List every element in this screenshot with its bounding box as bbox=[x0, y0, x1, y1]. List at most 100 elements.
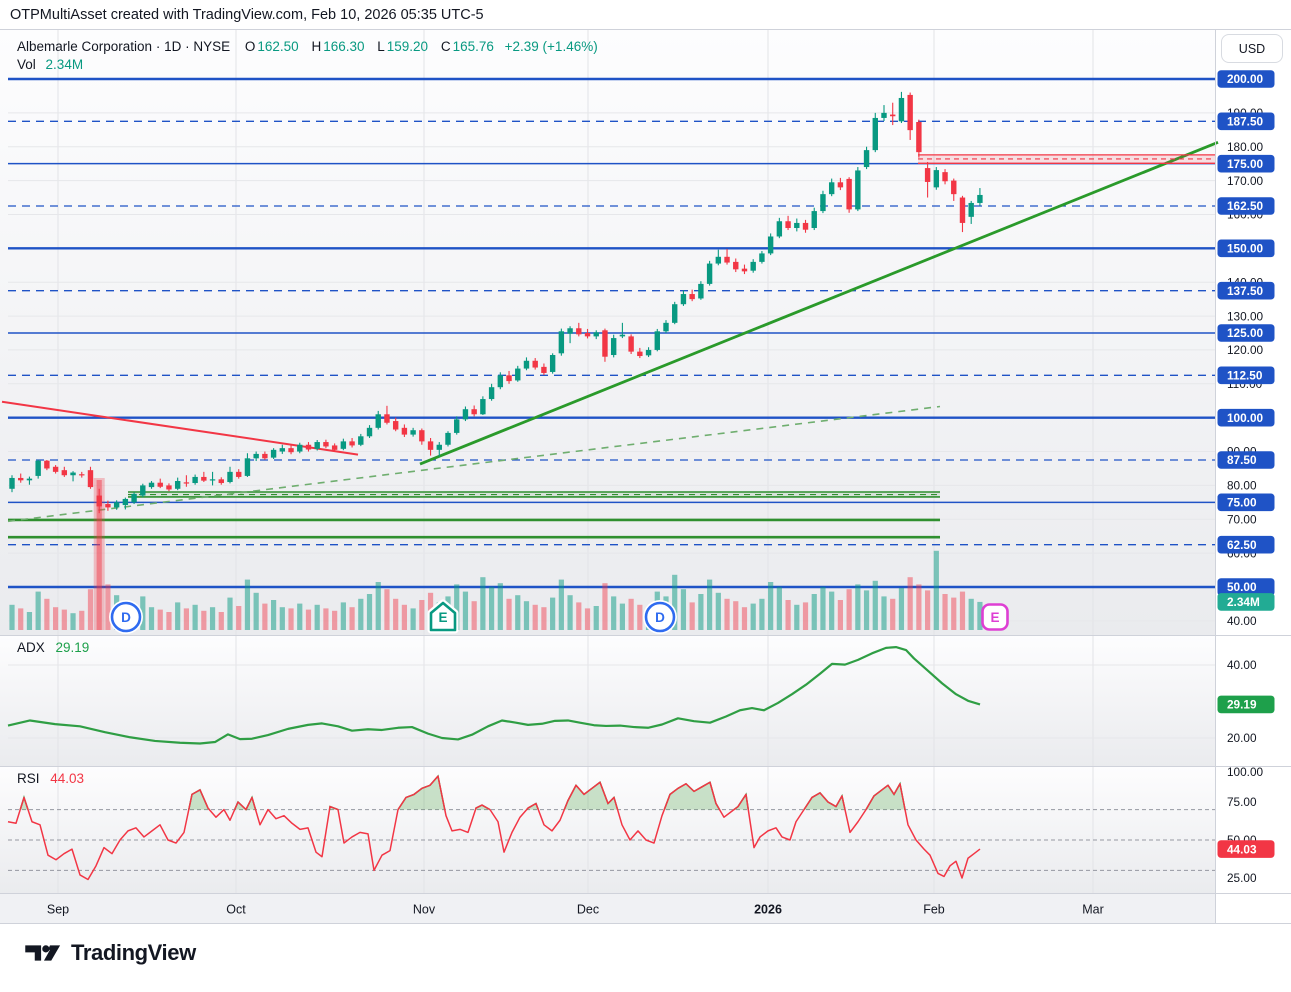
green-support-lines[interactable] bbox=[8, 491, 940, 539]
trendline[interactable] bbox=[419, 141, 1219, 466]
dividend-marker[interactable]: D bbox=[109, 600, 143, 634]
svg-text:2.34M: 2.34M bbox=[1227, 595, 1260, 609]
svg-text:25.00: 25.00 bbox=[1227, 871, 1257, 885]
change-value: +2.39 (+1.46%) bbox=[504, 39, 598, 54]
svg-text:112.50: 112.50 bbox=[1227, 369, 1263, 383]
svg-text:2026: 2026 bbox=[754, 903, 782, 917]
pane-separators[interactable] bbox=[0, 29, 1291, 925]
svg-text:150.00: 150.00 bbox=[1227, 242, 1264, 256]
svg-text:130.00: 130.00 bbox=[1227, 309, 1264, 323]
supply-zone[interactable] bbox=[918, 154, 1215, 164]
svg-text:200.00: 200.00 bbox=[1227, 72, 1264, 86]
axis-price-badge: 50.00 bbox=[1217, 578, 1275, 596]
tradingview-logo[interactable]: TradingView bbox=[24, 940, 196, 966]
time-axis[interactable]: Sep Oct Nov Dec 2026 Feb Mar bbox=[47, 903, 1104, 917]
svg-text:29.19: 29.19 bbox=[1227, 698, 1257, 712]
svg-text:D: D bbox=[121, 610, 131, 625]
time-axis-strip[interactable] bbox=[0, 894, 1291, 924]
axis-price-badge: 187.50 bbox=[1217, 112, 1275, 131]
svg-text:70.00: 70.00 bbox=[1227, 512, 1257, 526]
svg-text:187.50: 187.50 bbox=[1227, 115, 1264, 129]
time-axis-label: Feb bbox=[923, 903, 945, 917]
axis-price-badge: 62.50 bbox=[1217, 535, 1275, 554]
adx-legend[interactable]: ADX 29.19 bbox=[17, 640, 89, 655]
tradingview-logo-icon bbox=[25, 945, 61, 961]
svg-text:Mar: Mar bbox=[1082, 903, 1104, 917]
ohlc-close-value: 165.76 bbox=[452, 39, 494, 54]
axis-price-badge: 200.00 bbox=[1217, 70, 1275, 88]
svg-text:40.00: 40.00 bbox=[1227, 614, 1257, 628]
chart-pane[interactable] bbox=[0, 636, 1215, 767]
svg-text:100.00: 100.00 bbox=[1227, 411, 1264, 425]
earnings-marker[interactable]: E bbox=[427, 599, 459, 634]
earnings-upcoming-marker[interactable]: E bbox=[981, 603, 1009, 631]
ohlc-high-label: H bbox=[311, 39, 322, 54]
svg-text:Dec: Dec bbox=[577, 903, 599, 917]
svg-text:D: D bbox=[655, 610, 665, 625]
axis-price-badge: 2.34M bbox=[1217, 593, 1275, 611]
svg-text:75.00: 75.00 bbox=[1227, 795, 1257, 809]
time-axis-label: Oct bbox=[226, 903, 246, 917]
price-axis-label: 70.00 bbox=[1227, 512, 1257, 526]
svg-text:125.00: 125.00 bbox=[1227, 326, 1264, 340]
svg-text:80.00: 80.00 bbox=[1227, 479, 1257, 493]
chart-pane[interactable] bbox=[0, 767, 1215, 894]
price-axis-label: 180.00 bbox=[1227, 140, 1264, 154]
svg-text:62.50: 62.50 bbox=[1227, 538, 1257, 552]
volume-value: 2.34M bbox=[45, 57, 84, 72]
adx-value: 29.19 bbox=[55, 640, 90, 655]
svg-text:Feb: Feb bbox=[923, 903, 945, 917]
svg-text:180.00: 180.00 bbox=[1227, 140, 1264, 154]
time-axis-label: Sep bbox=[47, 903, 69, 917]
time-axis-label: 2026 bbox=[754, 903, 782, 917]
ohlc-open-value: 162.50 bbox=[257, 39, 299, 54]
ohlc-open-label: O bbox=[244, 39, 256, 54]
time-axis-label: Mar bbox=[1082, 903, 1104, 917]
svg-text:175.00: 175.00 bbox=[1227, 157, 1264, 171]
price-axis[interactable]: 190.00180.00170.00160.00140.00130.00120.… bbox=[1217, 70, 1275, 885]
axis-price-badge: 175.00 bbox=[1217, 154, 1275, 173]
time-axis-label: Nov bbox=[413, 903, 436, 917]
svg-text:44.03: 44.03 bbox=[1227, 842, 1257, 856]
rsi-label: RSI bbox=[17, 771, 40, 786]
svg-text:50.00: 50.00 bbox=[1227, 580, 1257, 594]
svg-text:E: E bbox=[990, 610, 999, 625]
axis-price-badge: 75.00 bbox=[1217, 493, 1275, 512]
tradingview-logo-text: TradingView bbox=[71, 940, 196, 965]
dividend-marker[interactable]: D bbox=[643, 600, 677, 634]
svg-text:120.00: 120.00 bbox=[1227, 343, 1264, 357]
svg-text:162.50: 162.50 bbox=[1227, 199, 1264, 213]
volume-series bbox=[9, 478, 983, 630]
axis-price-badge: 137.50 bbox=[1217, 281, 1275, 300]
price-axis-label: 80.00 bbox=[1227, 479, 1257, 493]
svg-text:87.50: 87.50 bbox=[1227, 453, 1257, 467]
ohlc-close-label: C bbox=[440, 39, 451, 54]
volume-label: Vol bbox=[17, 57, 36, 72]
axis-price-badge: 125.00 bbox=[1217, 324, 1275, 342]
svg-text:Nov: Nov bbox=[413, 903, 436, 917]
axis-price-badge: 100.00 bbox=[1217, 408, 1275, 427]
svg-text:20.00: 20.00 bbox=[1227, 731, 1257, 745]
axis-price-badge: 162.50 bbox=[1217, 197, 1275, 215]
axis-price-badge: 29.19 bbox=[1217, 695, 1275, 714]
axis-price-badge: 44.03 bbox=[1217, 840, 1275, 858]
svg-text:170.00: 170.00 bbox=[1227, 174, 1264, 188]
svg-text:Sep: Sep bbox=[47, 903, 69, 917]
candlestick-series bbox=[9, 91, 983, 514]
volume-legend[interactable]: Vol 2.34M bbox=[17, 57, 83, 72]
currency-toggle-button[interactable]: USD bbox=[1221, 34, 1283, 63]
adx-label: ADX bbox=[17, 640, 45, 655]
ohlc-low-label: L bbox=[377, 39, 385, 54]
axis-price-badge: 150.00 bbox=[1217, 239, 1275, 258]
svg-text:40.00: 40.00 bbox=[1227, 658, 1257, 672]
symbol-legend[interactable]: Albemarle Corporation · 1D · NYSE O 162.5… bbox=[17, 39, 598, 54]
rsi-legend[interactable]: RSI 44.03 bbox=[17, 771, 84, 786]
svg-text:75.00: 75.00 bbox=[1227, 496, 1257, 510]
rsi-line bbox=[7, 774, 1215, 881]
price-axis-label: 170.00 bbox=[1227, 174, 1264, 188]
axis-price-badge: 87.50 bbox=[1217, 451, 1275, 469]
symbol-title: Albemarle Corporation · 1D · NYSE bbox=[17, 39, 231, 54]
trendline[interactable] bbox=[7, 405, 941, 523]
